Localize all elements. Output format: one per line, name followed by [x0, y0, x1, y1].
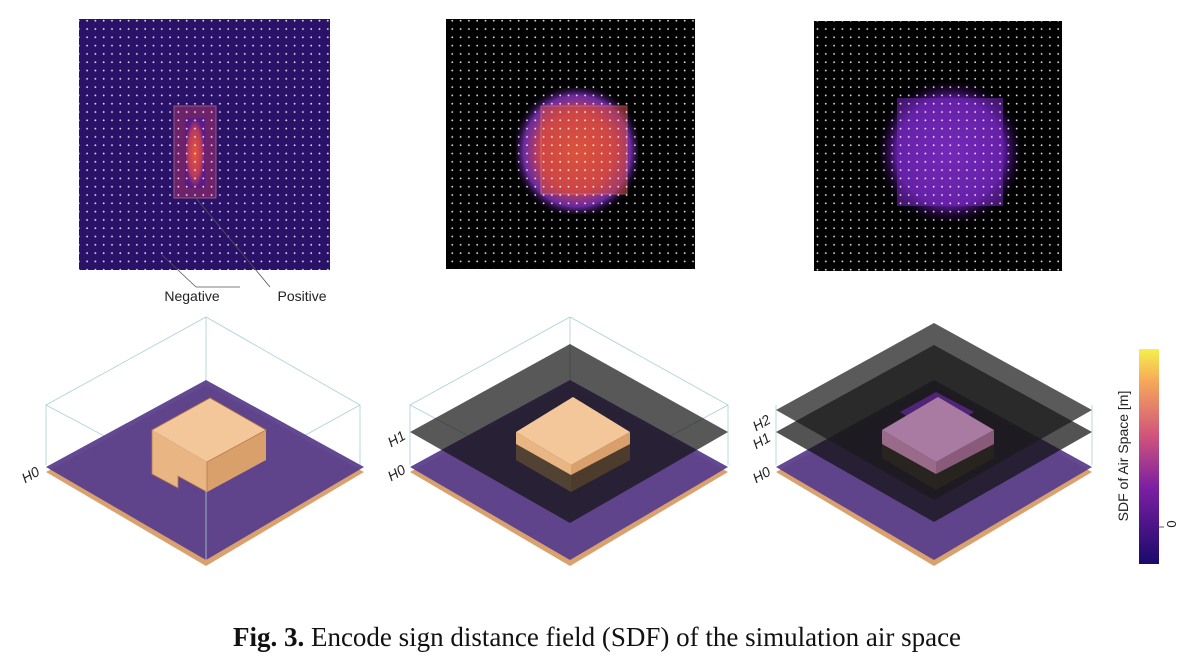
colorbar-gradient [1139, 349, 1159, 564]
iso-view-h0 [45, 316, 364, 566]
level-h1-label-3: H1 [750, 429, 774, 452]
negative-leader [161, 254, 197, 288]
caption-prefix: Fig. 3. [232, 622, 305, 652]
colorbar-tick-zero: 0 [1164, 520, 1179, 527]
positive-leader [194, 196, 271, 288]
negative-label: Negative [164, 288, 219, 304]
figure-caption: Fig. 3. Encode sign distance field (SDF)… [0, 622, 1194, 653]
caption-text: Encode sign distance field (SDF) of the … [310, 622, 962, 652]
colorbar-label: SDF of Air Space [m] [1115, 391, 1131, 522]
colorbar: 0 SDF of Air Space [m] [1115, 349, 1179, 564]
heatmap-h1 [446, 19, 695, 269]
level-h1-label-2: H1 [385, 427, 409, 450]
level-h0-label-2: H0 [385, 461, 409, 484]
heatmap-h0 [79, 19, 330, 270]
positive-label: Positive [277, 288, 326, 304]
iso-view-h1 [409, 316, 729, 566]
level-h2-label-3: H2 [750, 411, 774, 434]
level-h0-label-3: H0 [750, 463, 774, 486]
level-h0-label-1: H0 [19, 463, 43, 486]
iso-view-h2 [775, 323, 1093, 566]
heatmap-h2 [814, 21, 1062, 271]
